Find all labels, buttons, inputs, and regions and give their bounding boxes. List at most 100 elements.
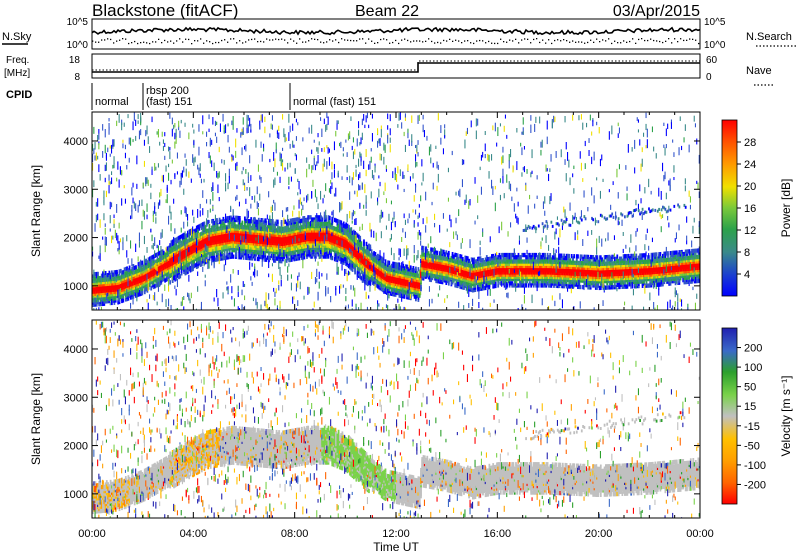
power-scatter xyxy=(316,278,318,283)
power-cell xyxy=(197,259,199,264)
power-cell xyxy=(151,270,154,275)
power-cell xyxy=(166,276,169,282)
power-cell xyxy=(355,247,358,252)
power-cell xyxy=(345,233,348,238)
power-cell xyxy=(181,253,184,258)
power-scatter xyxy=(212,206,214,210)
nsearch-point xyxy=(341,38,343,40)
power-scatter xyxy=(213,162,215,171)
power-cell xyxy=(351,256,354,262)
power-cell xyxy=(170,255,173,260)
power-cell xyxy=(146,264,149,269)
power-cell xyxy=(127,268,130,273)
power-scatter xyxy=(389,238,391,242)
power-cell xyxy=(397,290,400,296)
power-scatter xyxy=(364,282,366,291)
power-scatter xyxy=(374,284,376,291)
power-scatter xyxy=(170,305,172,310)
power-cell xyxy=(136,286,139,291)
power-scatter xyxy=(382,307,384,310)
power-cell xyxy=(327,234,330,240)
power-cell xyxy=(299,218,302,224)
power-cell xyxy=(274,241,277,246)
power-cell xyxy=(232,221,235,227)
power-cell xyxy=(114,298,117,303)
power-cell xyxy=(222,238,225,243)
power-cell xyxy=(169,273,172,278)
power-cell xyxy=(270,234,273,239)
power-cell xyxy=(235,248,237,253)
power-scatter xyxy=(240,240,242,245)
power-scatter xyxy=(387,113,389,120)
power-scatter xyxy=(131,187,133,196)
power-cell xyxy=(273,247,275,252)
power-cell xyxy=(396,286,398,291)
power-cell xyxy=(325,230,327,235)
power-cell xyxy=(289,227,292,232)
power-scatter xyxy=(126,165,128,170)
power-cell xyxy=(116,272,118,277)
power-cell xyxy=(162,255,165,260)
power-cell xyxy=(371,265,374,270)
power-cell xyxy=(269,242,272,248)
power-cell xyxy=(256,219,259,225)
power-cell xyxy=(149,256,151,261)
power-cell xyxy=(264,251,267,256)
power-cell xyxy=(347,242,350,247)
power-scatter xyxy=(292,296,294,304)
power-cell xyxy=(151,263,154,269)
power-scatter xyxy=(237,244,239,248)
power-cell xyxy=(263,231,265,236)
power-cell xyxy=(288,249,291,254)
power-cell xyxy=(269,227,272,232)
power-cell xyxy=(173,271,175,276)
power-cell xyxy=(99,280,102,285)
power-scatter xyxy=(193,157,195,167)
power-scatter xyxy=(378,303,380,307)
power-cell xyxy=(219,237,222,242)
nsearch-point xyxy=(461,42,463,44)
power-cell xyxy=(152,282,155,287)
power-scatter xyxy=(294,168,296,174)
power-cell xyxy=(344,245,346,251)
power-cell xyxy=(307,228,310,233)
power-cell xyxy=(373,257,375,262)
power-scatter xyxy=(113,214,115,219)
power-cell xyxy=(288,242,291,248)
power-cell xyxy=(340,253,343,258)
power-cell xyxy=(107,294,109,299)
power-cell xyxy=(352,255,355,261)
power-cell xyxy=(392,261,394,266)
power-cell xyxy=(216,246,218,251)
power-cell xyxy=(93,291,96,296)
power-scatter xyxy=(360,302,362,310)
power-cell xyxy=(230,239,232,244)
power-cell xyxy=(149,269,151,274)
power-cell xyxy=(382,270,384,275)
power-scatter xyxy=(97,198,99,207)
power-scatter xyxy=(118,289,120,298)
power-cell xyxy=(335,218,337,223)
power-cell xyxy=(179,243,182,248)
power-scatter xyxy=(321,148,323,152)
power-cell xyxy=(198,261,201,266)
power-cell xyxy=(308,237,311,242)
power-cell xyxy=(94,278,97,283)
power-cell xyxy=(114,276,117,281)
power-cell xyxy=(346,249,349,255)
power-scatter xyxy=(109,181,111,185)
power-cell xyxy=(238,233,241,238)
power-scatter xyxy=(117,248,119,252)
power-scatter xyxy=(161,175,163,182)
power-cell xyxy=(173,264,175,270)
power-cell xyxy=(95,280,98,285)
power-scatter xyxy=(356,138,358,147)
power-cell xyxy=(130,275,132,281)
power-cell xyxy=(292,218,294,223)
power-cell xyxy=(225,255,227,260)
power-cell xyxy=(122,289,125,294)
power-scatter xyxy=(349,191,351,200)
power-cell xyxy=(359,248,362,254)
power-cell xyxy=(132,281,135,286)
power-scatter xyxy=(313,158,315,166)
